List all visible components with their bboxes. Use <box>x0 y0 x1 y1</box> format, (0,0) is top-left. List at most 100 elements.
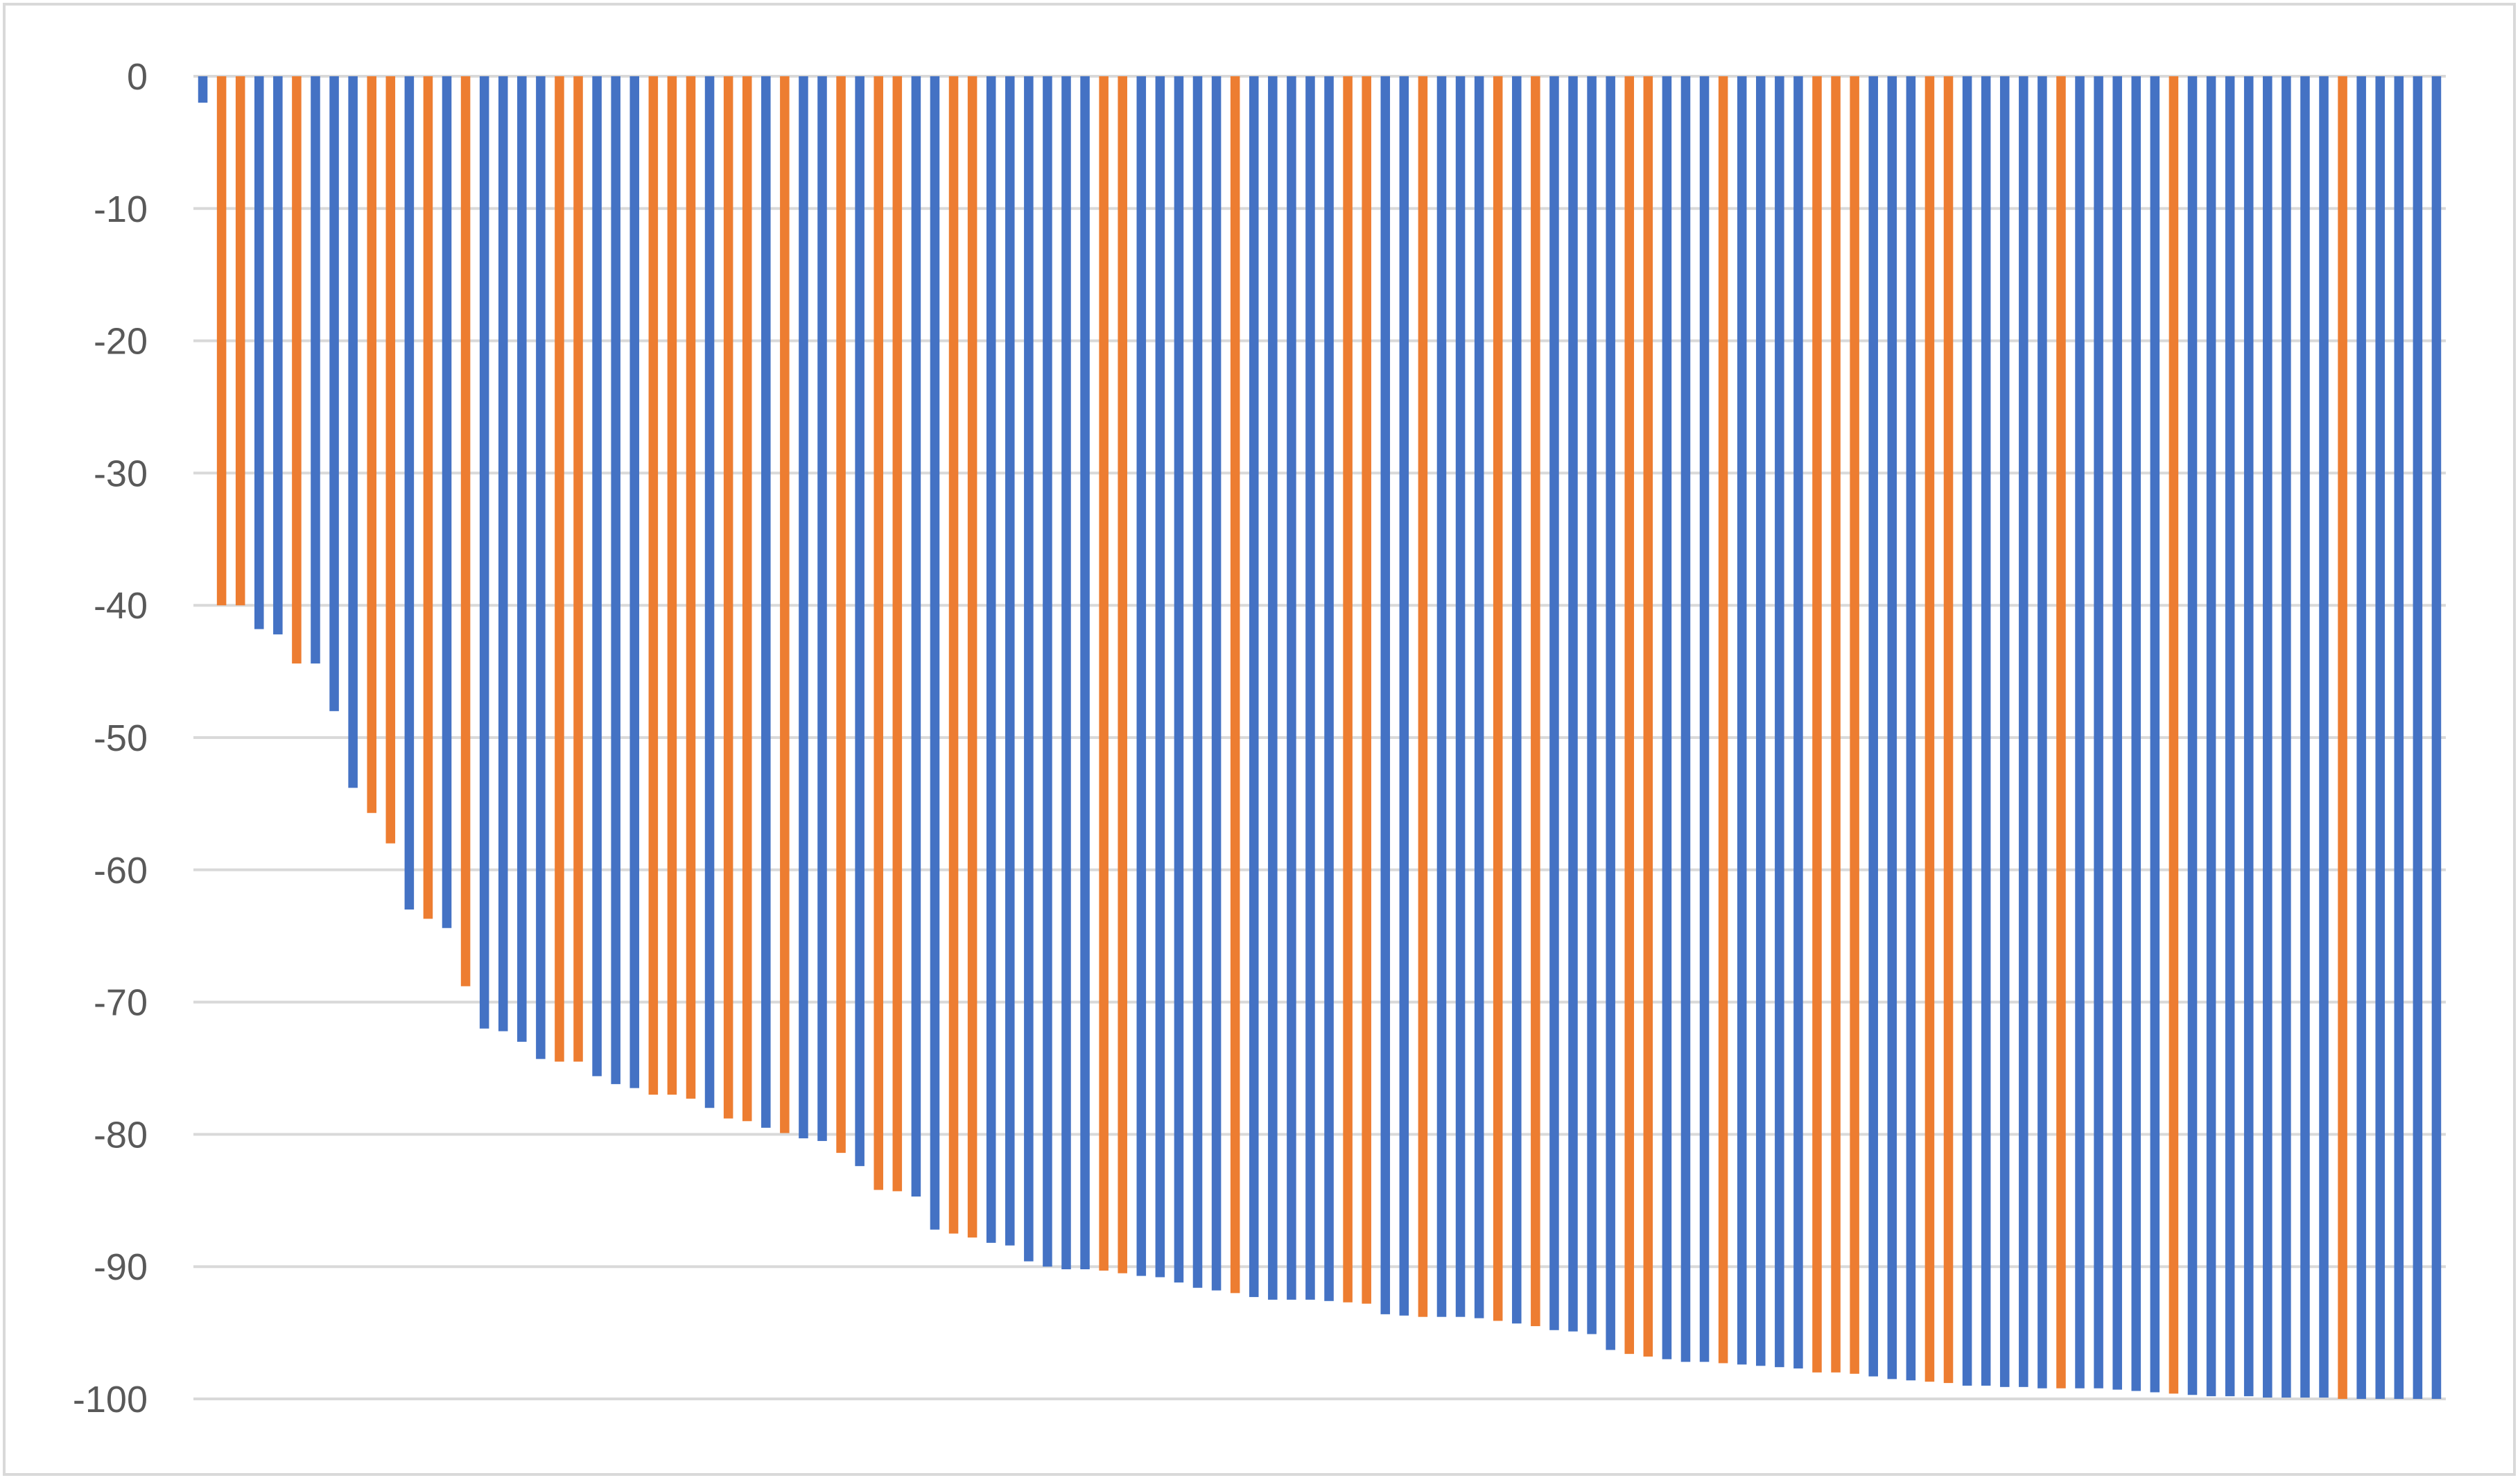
bar <box>2056 76 2066 1388</box>
chart-frame: 0 -10 -20 -30 -40 -50 -60 -70 -80 -90 -100 <box>3 3 2516 1476</box>
bar <box>536 76 546 1059</box>
bar-chart: 0 -10 -20 -30 -40 -50 -60 -70 -80 -90 -100 <box>73 56 2446 1420</box>
bar <box>1174 76 1184 1283</box>
bar <box>1024 76 1034 1262</box>
bar <box>254 76 264 629</box>
bar <box>2375 76 2386 1399</box>
y-tick-label: -30 <box>94 453 148 494</box>
y-tick-label: -80 <box>94 1114 148 1156</box>
bar <box>686 76 696 1099</box>
bar <box>1230 76 1240 1294</box>
bar <box>2300 76 2310 1398</box>
bar <box>2169 76 2179 1394</box>
bar <box>1155 76 1165 1278</box>
y-tick-label: -90 <box>94 1246 148 1288</box>
bar <box>1850 76 1859 1374</box>
bar <box>1699 76 1710 1362</box>
bar <box>517 76 527 1042</box>
bar <box>2075 76 2085 1388</box>
bar <box>2338 76 2347 1399</box>
bar <box>592 76 602 1077</box>
bar <box>874 76 884 1190</box>
bar <box>292 76 302 664</box>
bar <box>892 76 903 1192</box>
bar <box>1549 76 1559 1330</box>
y-tick-label: 0 <box>127 56 148 98</box>
bar <box>2037 76 2047 1388</box>
bar <box>761 76 771 1128</box>
bar <box>2282 76 2291 1398</box>
bar <box>1211 76 1222 1291</box>
bar <box>1981 76 1991 1386</box>
bars <box>198 76 2442 1399</box>
bar <box>611 76 620 1084</box>
bar <box>2150 76 2160 1393</box>
bar <box>1718 76 1728 1364</box>
y-tick-label: -40 <box>94 585 148 627</box>
bar <box>1812 76 1822 1373</box>
bar <box>1587 76 1597 1334</box>
bar <box>1418 76 1428 1317</box>
bar <box>2394 76 2404 1399</box>
bar <box>573 76 583 1062</box>
bar <box>1136 76 1147 1276</box>
bar <box>1474 76 1484 1318</box>
bar <box>667 76 677 1095</box>
bar <box>1962 76 1972 1386</box>
bar <box>1999 76 2010 1387</box>
bar <box>1793 76 1803 1369</box>
bar <box>1568 76 1578 1332</box>
bar <box>1380 76 1391 1314</box>
bar <box>555 76 564 1062</box>
bar <box>1643 76 1653 1357</box>
bar <box>1531 76 1540 1327</box>
bar <box>1775 76 1784 1368</box>
bar <box>423 76 433 919</box>
bar <box>1662 76 1672 1359</box>
bar <box>855 76 864 1167</box>
bar <box>1099 76 1109 1271</box>
bar <box>404 76 415 910</box>
bar <box>1061 76 1071 1270</box>
bar <box>1118 76 1127 1273</box>
bar <box>911 76 921 1197</box>
bar <box>1080 76 1090 1270</box>
y-tick-label: -100 <box>73 1379 148 1420</box>
bar <box>1043 76 1052 1267</box>
bar <box>198 76 208 103</box>
bar <box>1737 76 1747 1365</box>
bar <box>948 76 959 1234</box>
bar <box>930 76 940 1230</box>
y-axis-tick-labels: 0 -10 -20 -30 -40 -50 -60 -70 -80 -90 -100 <box>73 56 148 1420</box>
bar <box>780 76 790 1133</box>
bar <box>1399 76 1409 1316</box>
bar <box>2319 76 2329 1398</box>
bar <box>1249 76 1259 1298</box>
bar <box>498 76 508 1031</box>
bar <box>385 76 396 844</box>
bar <box>2356 76 2366 1399</box>
bar <box>1755 76 1766 1366</box>
bar <box>2243 76 2254 1397</box>
bar <box>1868 76 1878 1377</box>
bar <box>836 76 846 1153</box>
bar <box>1924 76 1935 1382</box>
y-tick-label: -70 <box>94 982 148 1024</box>
bar <box>817 76 827 1141</box>
bar <box>1436 76 1447 1317</box>
bar <box>479 76 489 1029</box>
bar <box>2187 76 2198 1395</box>
bar <box>1192 76 1203 1288</box>
bar <box>1624 76 1635 1355</box>
bar <box>273 76 283 635</box>
bar <box>2094 76 2103 1388</box>
bar <box>1005 76 1015 1246</box>
y-tick-label: -60 <box>94 850 148 891</box>
bar <box>367 76 376 813</box>
bar <box>2431 76 2442 1399</box>
bar <box>2019 76 2028 1387</box>
bar <box>442 76 452 928</box>
y-tick-label: -10 <box>94 189 148 230</box>
bar <box>1305 76 1315 1300</box>
bar <box>2206 76 2216 1397</box>
